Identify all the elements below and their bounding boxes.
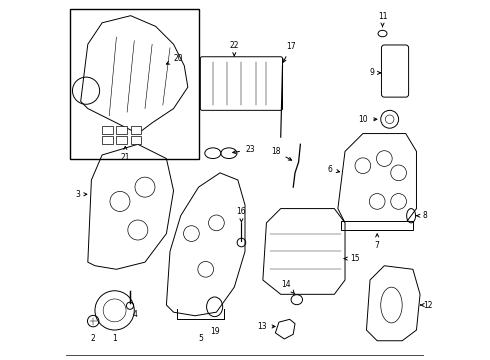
Text: 21: 21: [121, 147, 130, 162]
Text: 10: 10: [359, 115, 377, 124]
Text: 1: 1: [112, 334, 117, 343]
Text: 7: 7: [375, 234, 380, 250]
Text: 17: 17: [283, 42, 295, 62]
Text: 6: 6: [328, 165, 340, 174]
Text: 9: 9: [369, 68, 381, 77]
Bar: [70, 9, 198, 158]
Text: 8: 8: [417, 211, 428, 220]
Bar: [131, 136, 142, 144]
Text: 22: 22: [229, 41, 239, 56]
Bar: [342, 221, 413, 230]
Text: 3: 3: [75, 190, 87, 199]
Text: 23: 23: [233, 145, 255, 154]
Text: 13: 13: [258, 322, 275, 331]
Text: 11: 11: [378, 12, 387, 27]
Bar: [102, 136, 113, 144]
FancyBboxPatch shape: [381, 45, 409, 97]
FancyBboxPatch shape: [200, 57, 283, 111]
Text: 20: 20: [166, 54, 183, 64]
Text: 5: 5: [198, 334, 203, 343]
Text: 18: 18: [271, 147, 292, 160]
Text: 15: 15: [344, 254, 360, 263]
Bar: [131, 126, 142, 134]
Bar: [117, 126, 127, 134]
Bar: [117, 136, 127, 144]
Text: 14: 14: [281, 280, 294, 294]
Text: 19: 19: [210, 327, 220, 336]
Text: 4: 4: [132, 310, 137, 319]
Text: 16: 16: [237, 207, 246, 222]
Text: 2: 2: [91, 334, 96, 343]
Text: 12: 12: [421, 301, 433, 310]
Bar: [102, 126, 113, 134]
